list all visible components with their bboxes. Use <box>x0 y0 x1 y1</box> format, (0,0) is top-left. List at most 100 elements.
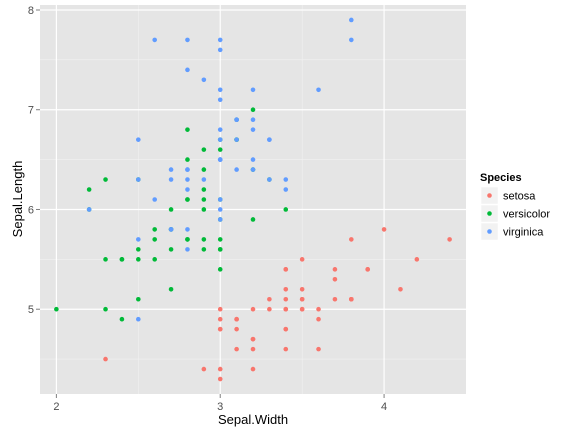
data-point-virginica <box>136 316 141 322</box>
data-point-versicolor <box>250 107 256 113</box>
data-point-setosa <box>398 286 403 292</box>
data-point-virginica <box>234 117 239 123</box>
data-point-virginica <box>234 167 239 172</box>
legend-marker-setosa <box>487 193 492 198</box>
data-point-setosa <box>349 296 354 302</box>
data-point-setosa <box>349 237 354 242</box>
data-point-virginica <box>316 87 321 93</box>
data-point-versicolor <box>54 306 59 312</box>
data-point-versicolor <box>152 257 157 262</box>
data-point-virginica <box>136 237 141 242</box>
data-point-versicolor <box>103 257 108 262</box>
data-point-setosa <box>217 306 223 312</box>
data-point-setosa <box>234 326 239 332</box>
data-point-virginica <box>283 187 289 192</box>
data-point-versicolor <box>119 257 125 262</box>
data-point-virginica <box>267 137 272 142</box>
data-point-versicolor <box>86 187 92 192</box>
data-point-versicolor <box>185 237 190 242</box>
data-point-virginica <box>250 157 256 162</box>
data-point-versicolor <box>217 247 223 252</box>
plot-panel <box>40 5 466 394</box>
data-point-virginica <box>217 197 223 202</box>
data-point-setosa <box>283 267 289 272</box>
y-tick-label: 6 <box>28 204 34 216</box>
data-point-virginica <box>250 127 256 132</box>
data-point-virginica <box>217 207 223 212</box>
data-point-versicolor <box>201 197 207 202</box>
data-point-versicolor <box>168 207 174 212</box>
y-tick-labels: 5 6 7 8 <box>28 5 34 316</box>
data-point-setosa <box>217 366 223 372</box>
data-point-virginica <box>152 197 157 202</box>
x-axis-title: Sepal.Width <box>218 412 288 427</box>
data-point-virginica <box>201 77 207 83</box>
legend-marker-versicolor <box>487 211 492 216</box>
data-point-setosa <box>250 366 256 372</box>
legend-marker-virginica <box>487 229 492 234</box>
data-point-virginica <box>86 207 92 212</box>
data-point-virginica <box>136 177 141 182</box>
data-point-versicolor <box>201 247 207 252</box>
data-point-versicolor <box>201 147 207 152</box>
data-point-virginica <box>185 167 190 172</box>
data-point-versicolor <box>152 237 157 242</box>
data-point-versicolor <box>283 207 289 212</box>
data-point-setosa <box>299 286 305 292</box>
data-point-setosa <box>332 267 338 272</box>
data-point-versicolor <box>136 257 141 262</box>
y-tick-label: 7 <box>28 105 34 117</box>
data-point-virginica <box>185 227 190 232</box>
y-axis-title: Sepal.Length <box>10 161 25 238</box>
data-point-setosa <box>332 276 338 282</box>
data-point-setosa <box>316 306 321 312</box>
legend-label-setosa: setosa <box>503 191 536 203</box>
data-point-setosa <box>250 346 256 352</box>
x-tick-label: 4 <box>381 401 387 413</box>
data-point-versicolor <box>250 217 256 222</box>
data-point-versicolor <box>103 306 108 312</box>
data-point-setosa <box>316 316 321 322</box>
data-point-versicolor <box>119 316 125 322</box>
data-point-versicolor <box>103 177 108 182</box>
data-point-versicolor <box>168 286 174 292</box>
data-point-setosa <box>267 306 272 312</box>
y-tick-label: 8 <box>28 5 34 17</box>
data-point-versicolor <box>217 147 223 152</box>
legend: Species setosa versicolor virginica <box>480 172 550 241</box>
data-point-setosa <box>217 376 223 382</box>
data-point-virginica <box>217 37 223 43</box>
data-point-virginica <box>217 47 223 53</box>
data-point-virginica <box>349 37 354 43</box>
data-point-setosa <box>299 296 305 302</box>
x-tick-label: 3 <box>217 401 223 413</box>
data-point-virginica <box>217 217 223 222</box>
data-point-setosa <box>103 356 108 362</box>
data-point-versicolor <box>201 187 207 192</box>
data-point-virginica <box>267 177 272 182</box>
data-point-setosa <box>250 306 256 312</box>
data-point-setosa <box>283 346 289 352</box>
data-point-setosa <box>267 296 272 302</box>
data-point-setosa <box>201 366 207 372</box>
data-point-versicolor <box>136 296 141 302</box>
data-point-setosa <box>332 296 338 302</box>
data-point-virginica <box>136 137 141 142</box>
data-point-virginica <box>185 37 190 43</box>
data-point-setosa <box>299 306 305 312</box>
data-point-versicolor <box>185 157 190 162</box>
legend-label-virginica: virginica <box>503 227 544 239</box>
data-point-versicolor <box>136 247 141 252</box>
data-point-versicolor <box>185 127 190 132</box>
y-tick-label: 5 <box>28 304 34 316</box>
data-point-setosa <box>316 346 321 352</box>
data-point-virginica <box>201 177 207 182</box>
data-point-setosa <box>414 257 420 262</box>
data-point-virginica <box>349 17 354 23</box>
x-tick-label: 2 <box>53 401 59 413</box>
data-point-setosa <box>217 326 223 332</box>
data-point-setosa <box>234 346 239 352</box>
data-point-setosa <box>283 306 289 312</box>
data-point-virginica <box>234 137 239 142</box>
